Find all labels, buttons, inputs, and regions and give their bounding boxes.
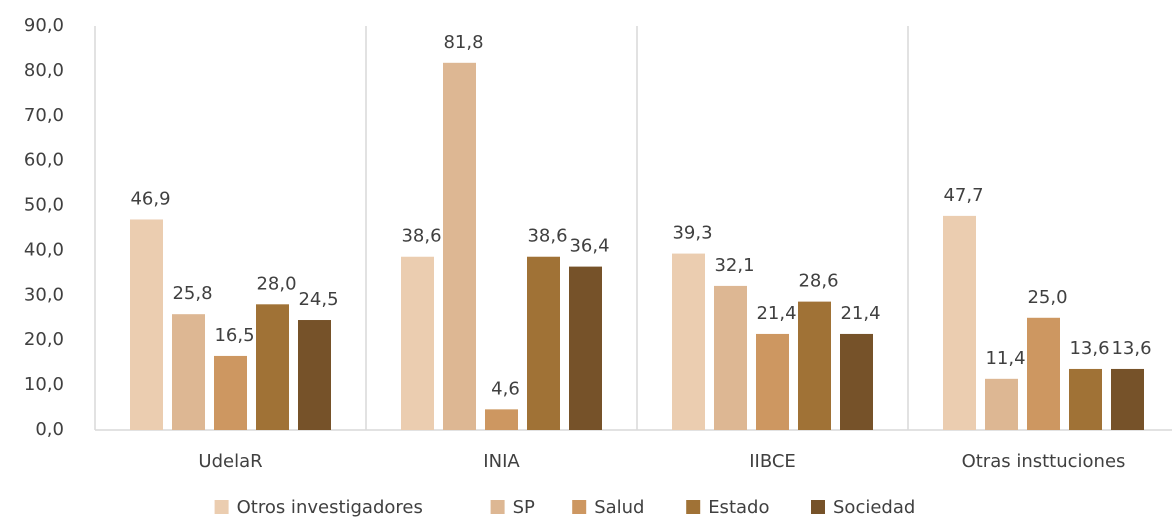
legend-swatch [811,500,825,514]
bar [1111,368,1144,430]
legend-label: SP [513,497,535,517]
bar [798,301,831,430]
value-label: 21,4 [756,303,796,324]
value-label: 36,4 [569,236,609,257]
y-tick-label: 20,0 [24,329,64,350]
value-label: 13,6 [1111,338,1151,359]
value-label: 16,5 [214,325,254,346]
value-label: 28,0 [256,273,296,294]
legend-swatch [490,500,505,514]
bar [840,333,873,430]
bar [401,256,434,430]
bar [485,409,518,430]
y-tick-label: 50,0 [24,195,64,216]
value-label: 28,6 [798,271,838,292]
value-label: 24,5 [298,289,338,310]
y-tick-label: 10,0 [24,374,64,395]
bar [943,215,976,430]
legend-swatch [214,500,229,514]
bar [569,266,602,430]
legend-label: Salud [594,497,644,517]
value-label: 25,8 [172,283,212,304]
value-label: 39,3 [672,223,712,244]
bar [985,378,1018,430]
legend-label: Otros investigadores [237,497,423,517]
x-tick-label: INIA [483,451,520,472]
bar [214,355,247,430]
bar [443,62,476,430]
x-tick-label: IIBCE [749,451,796,472]
value-label: 47,7 [943,185,983,206]
y-tick-label: 0,0 [35,419,64,440]
value-label: 81,8 [443,32,483,53]
y-tick-label: 40,0 [24,239,64,260]
bar [256,304,289,430]
x-tick-label: UdelaR [198,451,262,472]
bar [1069,368,1102,430]
legend-label: Sociedad [833,497,915,517]
bar [298,320,331,430]
y-tick-label: 30,0 [24,284,64,305]
value-label: 46,9 [130,188,170,209]
value-label: 32,1 [714,255,754,276]
value-label: 38,6 [401,226,441,247]
value-label: 13,6 [1069,338,1109,359]
y-tick-label: 70,0 [24,105,64,126]
bar [756,333,789,430]
y-tick-label: 60,0 [24,150,64,171]
value-label: 21,4 [840,303,880,324]
bar [172,314,205,430]
value-label: 4,6 [491,378,520,399]
bar [672,253,705,430]
value-label: 38,6 [527,226,567,247]
bar [714,285,747,430]
legend-label: Estado [708,497,769,517]
value-label: 11,4 [985,348,1025,369]
bar [130,219,163,430]
legend-swatch [686,500,701,514]
y-tick-label: 90,0 [24,15,64,36]
bar [527,256,560,430]
y-tick-label: 80,0 [24,60,64,81]
bar [1027,317,1060,430]
legend-swatch [572,500,587,514]
value-label: 25,0 [1027,287,1067,308]
x-tick-label: Otras insttuciones [962,451,1126,472]
